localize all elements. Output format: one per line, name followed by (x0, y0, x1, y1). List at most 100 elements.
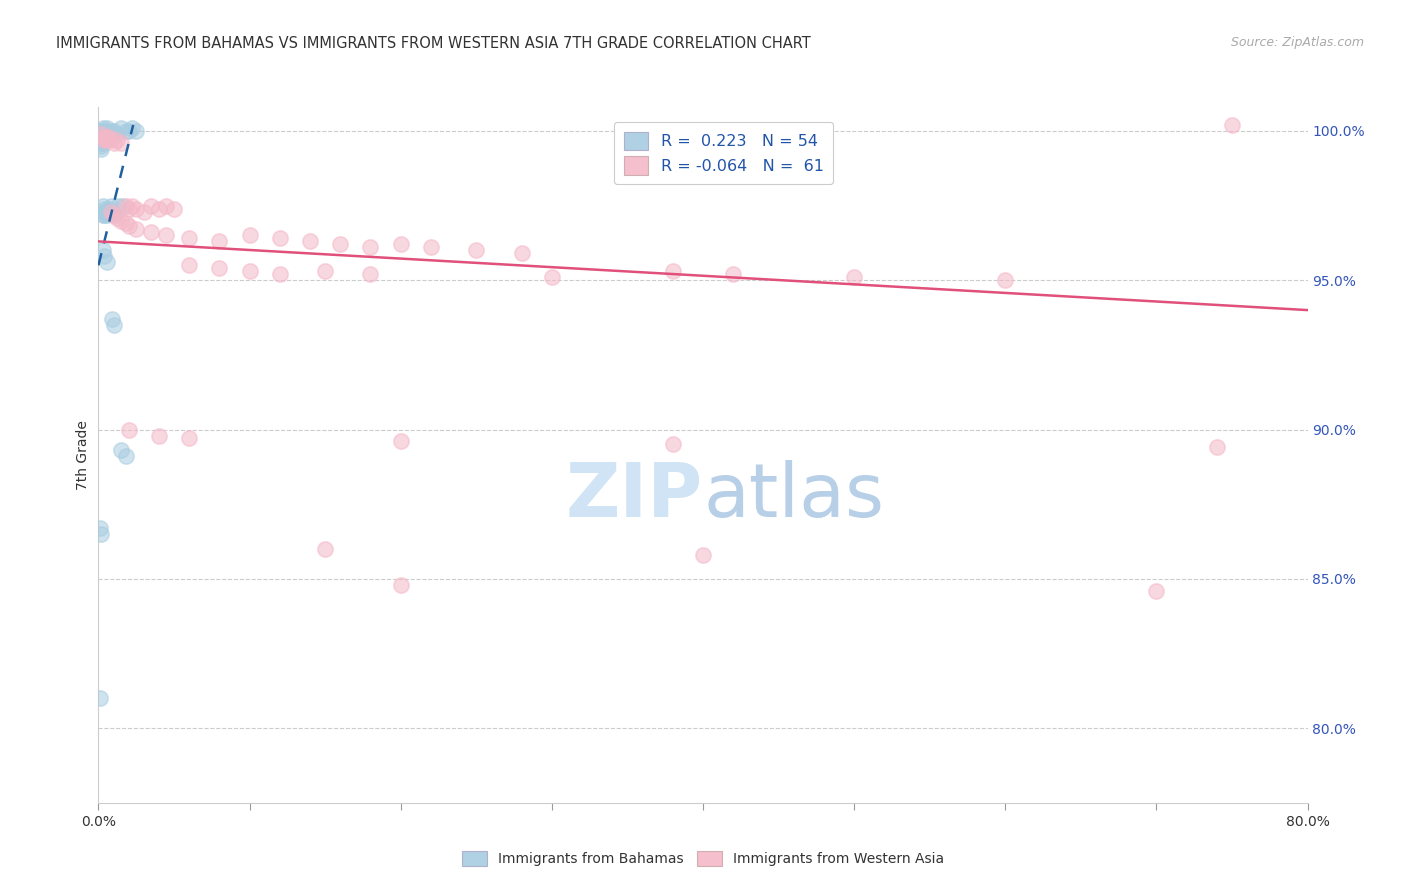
Point (103, 124, 125, 138)
Point (540, 270, 562, 285)
Point (141, 198, 163, 212)
Point (91, 120, 114, 135)
Point (103, 318, 125, 332)
Point (360, 240, 382, 254)
Point (91, 129, 114, 144)
Legend: Immigrants from Bahamas, Immigrants from Western Asia: Immigrants from Bahamas, Immigrants from… (456, 846, 950, 871)
Point (118, 219, 141, 234)
Point (105, 127, 128, 141)
Point (1220, 118, 1243, 132)
Point (125, 124, 148, 138)
Point (389, 434, 412, 449)
Point (91, 133, 114, 147)
Point (90, 527, 112, 541)
Point (239, 228, 262, 243)
Point (110, 443, 132, 458)
Point (91, 204, 114, 219)
Point (101, 127, 124, 141)
Point (1144, 583, 1167, 598)
Y-axis label: 7th Grade: 7th Grade (76, 420, 90, 490)
Point (125, 202, 148, 216)
Point (118, 202, 141, 216)
Point (93, 208, 115, 222)
Text: Source: ZipAtlas.com: Source: ZipAtlas.com (1230, 36, 1364, 49)
Point (94, 133, 117, 147)
Point (360, 267, 382, 281)
Point (93, 202, 115, 216)
Point (141, 226, 163, 240)
Point (118, 423, 141, 437)
Point (93, 124, 115, 138)
Point (692, 548, 714, 562)
Point (103, 208, 125, 222)
Point (465, 244, 488, 258)
Point (179, 432, 201, 446)
Point (101, 204, 124, 219)
Point (118, 124, 141, 138)
Point (96, 133, 118, 147)
Point (94, 127, 117, 141)
Point (389, 237, 412, 252)
Point (96, 255, 118, 269)
Point (114, 124, 136, 138)
Point (91, 244, 114, 258)
Point (101, 312, 124, 326)
Point (91, 127, 114, 141)
Point (93, 127, 115, 141)
Point (89, 124, 111, 138)
Point (90, 133, 112, 147)
Point (90, 142, 112, 156)
Point (100, 133, 122, 147)
Point (132, 204, 155, 219)
Point (121, 120, 143, 135)
Text: atlas: atlas (703, 460, 884, 533)
Point (994, 273, 1017, 287)
Point (94, 129, 117, 144)
Point (155, 198, 177, 212)
Point (329, 237, 352, 252)
Point (93, 129, 115, 144)
Point (89, 127, 111, 141)
Point (105, 133, 128, 147)
Point (148, 202, 170, 216)
Point (121, 198, 143, 212)
Text: IMMIGRANTS FROM BAHAMAS VS IMMIGRANTS FROM WESTERN ASIA 7TH GRADE CORRELATION CH: IMMIGRANTS FROM BAHAMAS VS IMMIGRANTS FR… (56, 36, 811, 51)
Point (100, 204, 122, 219)
Point (103, 136, 125, 150)
Point (239, 264, 262, 278)
Point (125, 222, 148, 236)
Point (90, 136, 112, 150)
Point (100, 124, 122, 138)
Point (91, 208, 114, 222)
Point (107, 198, 129, 212)
Point (96, 208, 118, 222)
Point (105, 211, 128, 225)
Point (389, 578, 412, 592)
Point (723, 267, 745, 281)
Point (114, 198, 136, 212)
Point (96, 127, 118, 141)
Point (163, 202, 186, 216)
Point (510, 246, 533, 260)
Point (98, 202, 121, 216)
Point (100, 198, 122, 212)
Point (91, 129, 114, 144)
Point (844, 270, 866, 285)
Point (91, 198, 114, 212)
Point (420, 240, 443, 254)
Point (148, 428, 170, 442)
Point (179, 258, 201, 272)
Point (155, 228, 177, 243)
Point (208, 261, 231, 276)
Point (208, 235, 231, 249)
Point (89, 521, 111, 535)
Point (103, 208, 125, 222)
Point (90, 129, 112, 144)
Text: ZIP: ZIP (565, 460, 703, 533)
Point (93, 249, 115, 263)
Point (114, 217, 136, 231)
Point (94, 204, 117, 219)
Point (91, 136, 114, 150)
Point (299, 235, 322, 249)
Point (90, 139, 112, 153)
